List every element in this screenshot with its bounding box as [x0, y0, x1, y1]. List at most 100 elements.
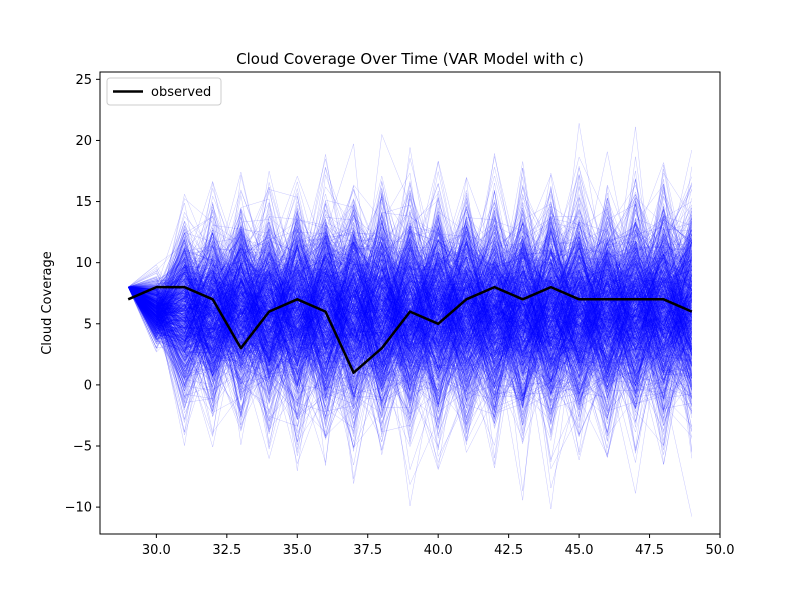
simulation-line	[128, 158, 692, 404]
simulation-line	[127, 203, 693, 429]
simulation-line	[128, 262, 692, 394]
simulation-line	[128, 237, 693, 413]
simulation-line	[128, 203, 693, 395]
simulation-line	[127, 229, 693, 404]
simulation-line	[128, 225, 693, 405]
simulation-line	[128, 252, 693, 371]
simulation-line	[128, 242, 693, 385]
simulation-line	[128, 215, 693, 402]
simulation-line	[128, 224, 693, 407]
simulation-line	[127, 234, 692, 399]
simulation-line	[128, 234, 692, 384]
simulation-line	[128, 201, 692, 434]
simulation-line	[128, 256, 693, 416]
simulation-line	[128, 232, 692, 384]
simulation-line	[127, 224, 693, 391]
simulation-line	[127, 247, 693, 419]
simulation-line	[128, 223, 693, 368]
simulation-line	[128, 246, 692, 352]
simulation-line	[128, 221, 692, 381]
simulation-line	[127, 222, 692, 355]
simulation-line	[128, 240, 692, 400]
simulation-line	[128, 219, 693, 391]
simulation-line	[128, 211, 693, 387]
simulation-line	[128, 249, 693, 403]
simulation-line	[128, 223, 693, 395]
simulation-line	[128, 243, 692, 390]
simulation-line	[128, 236, 693, 401]
y-axis-label: Cloud Coverage	[40, 251, 55, 355]
simulation-line	[128, 198, 692, 379]
simulation-line	[127, 245, 693, 434]
simulation-line	[127, 207, 693, 359]
simulation-line	[128, 215, 693, 448]
simulation-line	[127, 227, 692, 450]
simulation-line	[128, 215, 692, 393]
simulation-line	[128, 186, 692, 414]
simulation-line	[128, 187, 693, 422]
simulation-line	[128, 229, 692, 375]
simulation-line	[128, 249, 693, 464]
simulation-line	[128, 197, 693, 378]
simulation-line	[128, 234, 692, 398]
simulation-line	[127, 181, 692, 484]
simulation-line	[127, 195, 693, 399]
simulation-line	[128, 247, 692, 420]
simulation-line	[128, 216, 692, 396]
simulation-line	[128, 206, 693, 393]
simulation-line	[128, 219, 693, 399]
simulation-line	[128, 180, 693, 456]
simulation-line	[128, 237, 692, 414]
simulation-line	[128, 214, 693, 397]
simulation-line	[128, 239, 692, 411]
simulation-line	[128, 179, 693, 452]
simulation-line	[127, 218, 692, 387]
simulation-line	[127, 232, 693, 397]
simulation-line	[128, 238, 692, 433]
simulation-line	[128, 264, 692, 389]
x-tick-label: 35.0	[283, 543, 312, 558]
simulation-line	[128, 255, 693, 420]
simulation-line	[127, 241, 693, 386]
simulation-line	[128, 185, 693, 378]
simulation-line	[127, 182, 693, 418]
simulation-line	[128, 262, 693, 402]
legend-label-observed: observed	[151, 85, 211, 100]
simulation-line	[128, 248, 692, 394]
simulation-line	[128, 257, 692, 395]
simulation-line	[128, 209, 693, 461]
simulation-line	[128, 176, 693, 415]
simulation-line	[128, 260, 693, 401]
simulation-line	[127, 249, 692, 417]
simulation-line	[128, 241, 693, 398]
simulation-line	[127, 245, 692, 420]
simulation-line	[128, 252, 692, 398]
simulation-line	[128, 234, 693, 424]
simulation-line	[128, 246, 693, 418]
simulation-line	[128, 267, 693, 410]
simulation-line	[128, 258, 692, 426]
simulation-line	[128, 239, 692, 394]
simulation-line	[128, 227, 692, 420]
simulation-line	[127, 219, 692, 406]
simulation-line	[128, 186, 693, 409]
simulation-line	[127, 253, 693, 443]
simulation-line	[128, 226, 693, 366]
simulation-line	[127, 197, 693, 368]
simulation-line	[128, 225, 692, 385]
simulation-line	[128, 197, 693, 383]
simulation-line	[128, 266, 692, 395]
simulation-line	[127, 231, 693, 403]
simulation-line	[128, 235, 693, 414]
simulation-line	[127, 182, 693, 494]
simulation-line	[128, 224, 693, 437]
simulation-line	[128, 205, 693, 506]
simulation-line	[128, 221, 692, 417]
simulation-line	[127, 231, 693, 462]
simulation-line	[128, 227, 693, 387]
simulation-line	[128, 206, 693, 386]
y-tick-label: 5	[84, 317, 92, 332]
simulation-line	[128, 233, 693, 375]
simulation-line	[127, 239, 693, 352]
